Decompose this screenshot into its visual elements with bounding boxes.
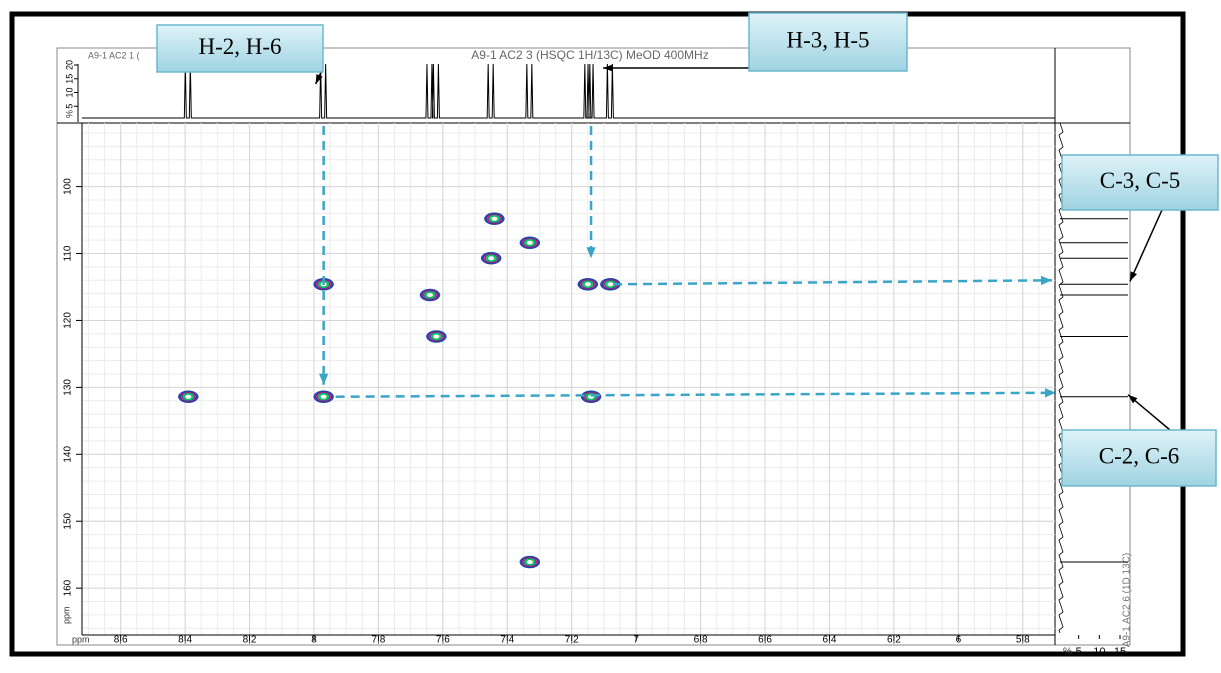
x-tick-label: 7 [633, 635, 639, 646]
callout-box [1061, 429, 1217, 487]
x-tick-label: 6,6 [758, 635, 772, 646]
top-scale-label: 15 [64, 74, 74, 84]
top-unit: % [64, 110, 74, 118]
cross-peak [313, 390, 334, 403]
right-label: A9-1 AC2 6 (1D 13C) [1122, 553, 1133, 648]
contour [526, 560, 533, 565]
arrow-head [1128, 394, 1138, 404]
outer-frame [9, 11, 1186, 657]
x-tick-label: 7,4 [500, 635, 514, 646]
callout-label: C-2, C-6 [1099, 443, 1180, 468]
x-tick-label: 6,4 [823, 635, 837, 646]
cross-peak [419, 288, 441, 302]
callout-box [748, 12, 908, 72]
top-scale-label: 5 [64, 104, 74, 109]
x-tick-label: 6 [956, 635, 962, 646]
contour [433, 334, 440, 339]
arrow-head [1044, 388, 1056, 398]
cross-peak [480, 251, 502, 265]
top-label: A9-1 AC2 1 ( [88, 50, 140, 60]
y-tick-label: 140 [63, 446, 74, 463]
x-tick-label: 8,4 [178, 635, 192, 646]
correlation-arrow [613, 279, 1053, 286]
x-tick-label: 5,8 [1016, 635, 1030, 646]
callout-box [156, 24, 324, 73]
cross-peak [426, 330, 447, 343]
y-tick-label: 100 [63, 178, 74, 195]
x-axis-label: ppm [72, 634, 90, 644]
contour [185, 394, 192, 399]
contour [426, 293, 433, 298]
y-tick-label: 130 [63, 379, 74, 396]
cross-peak [484, 212, 505, 225]
contour [320, 394, 327, 399]
y-tick-label: 150 [63, 512, 74, 529]
contour [491, 216, 498, 221]
x-tick-label: 6,2 [887, 635, 901, 646]
plot-frame [56, 47, 1131, 646]
contour [526, 240, 533, 245]
cross-peak [519, 555, 541, 569]
y-axis-label: ppm [61, 606, 71, 624]
x-tick-label: 7,6 [436, 635, 450, 646]
contour [488, 256, 495, 261]
top-scale-label: 10 [64, 87, 74, 97]
correlation-arrow [335, 391, 1057, 398]
contour [607, 282, 614, 287]
arrow-head [603, 64, 613, 72]
y-tick-label: 160 [63, 579, 74, 596]
arrow-head [318, 373, 329, 385]
chart-title: A9-1 AC2 3 (HSQC 1H/13C) MeOD 400MHz [471, 48, 708, 62]
x-tick-label: 8 [311, 635, 317, 646]
right-unit: % [1063, 647, 1072, 658]
right-scale-label: 15 [1114, 646, 1126, 658]
callout-label: H-3, H-5 [786, 27, 869, 52]
cross-peak [178, 390, 199, 403]
cross-peak [577, 278, 599, 291]
callout-box [1061, 154, 1219, 211]
x-tick-label: 7,2 [565, 635, 579, 646]
cross-peak [580, 390, 602, 403]
arrow-head [1130, 271, 1137, 282]
arrow-head [586, 247, 596, 259]
callout-pointer [1129, 209, 1163, 282]
x-tick-label: 8,2 [243, 635, 257, 646]
arrow-head [1040, 275, 1052, 286]
cross-peak [519, 236, 541, 250]
x-tick-label: 8,6 [114, 635, 128, 646]
y-tick-label: 110 [63, 245, 74, 261]
callout-label: H-2, H-6 [198, 34, 281, 59]
y-tick-label: 120 [63, 312, 74, 329]
right-scale-label: 5 [1076, 646, 1082, 658]
top-projection [82, 63, 1055, 119]
x-tick-label: 7,8 [371, 635, 385, 646]
contour [584, 282, 591, 287]
x-tick-label: 6,8 [694, 635, 708, 646]
right-scale-label: 10 [1093, 646, 1105, 658]
arrow-head [315, 74, 323, 84]
top-scale-label: 20 [64, 60, 74, 70]
callout-label: C-3, C-5 [1100, 168, 1181, 193]
